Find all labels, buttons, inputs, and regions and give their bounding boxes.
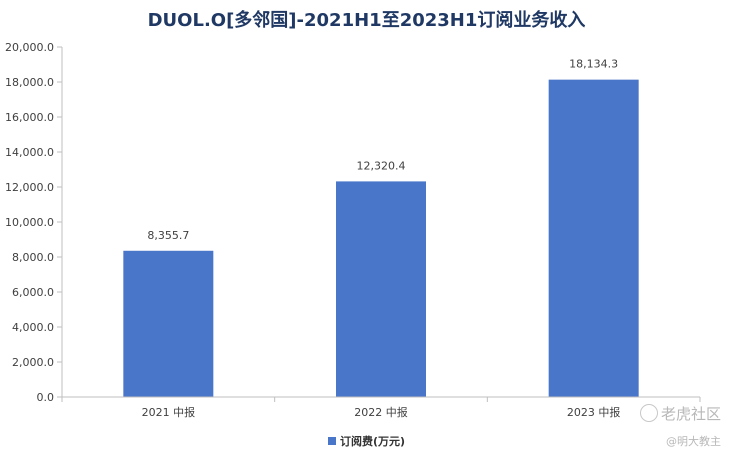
x-tick-label: 2021 中报 xyxy=(142,405,196,419)
y-tick-label: 12,000.0 xyxy=(5,181,54,194)
y-tick-label: 8,000.0 xyxy=(12,251,54,264)
tiger-logo-icon xyxy=(639,404,658,422)
bar xyxy=(336,181,426,397)
x-tick-label: 2022 中报 xyxy=(354,405,408,419)
y-tick-label: 20,000.0 xyxy=(5,41,54,54)
bar-value-label: 18,134.3 xyxy=(569,58,618,71)
bars: 8,355.7 12,320.4 18,134.3 xyxy=(123,58,639,397)
y-axis: 0.0 2,000.0 4,000.0 6,000.0 8,000.0 10,000.0 1… xyxy=(5,41,63,404)
y-tick-label: 10,000.0 xyxy=(5,216,54,229)
bar-value-label: 12,320.4 xyxy=(357,159,406,172)
y-tick-label: 6,000.0 xyxy=(12,286,54,299)
y-tick-label: 0.0 xyxy=(37,391,55,404)
x-tick-label: 2023 中报 xyxy=(567,405,621,419)
legend-label: 订阅费(万元) xyxy=(339,435,406,448)
y-tick-label: 16,000.0 xyxy=(5,111,54,124)
y-tick-label: 2,000.0 xyxy=(12,356,54,369)
watermark-author: @明大教主 xyxy=(666,435,721,448)
chart-title: DUOL.O[多邻国]-2021H1至2023H1订阅业务收入 xyxy=(147,10,586,31)
legend: 订阅费(万元) xyxy=(0,433,733,449)
y-tick-label: 18,000.0 xyxy=(5,76,54,89)
x-axis: 2021 中报 2022 中报 2023 中报 xyxy=(61,396,701,419)
bar-value-label: 8,355.7 xyxy=(147,229,189,242)
y-tick-label: 14,000.0 xyxy=(5,146,54,159)
bar xyxy=(548,79,639,397)
watermark: 老虎社区 @明大教主 xyxy=(639,404,721,451)
y-tick-label: 4,000.0 xyxy=(12,321,54,334)
watermark-brand: 老虎社区 xyxy=(660,405,721,423)
bar xyxy=(123,250,214,397)
legend-swatch xyxy=(327,437,336,445)
